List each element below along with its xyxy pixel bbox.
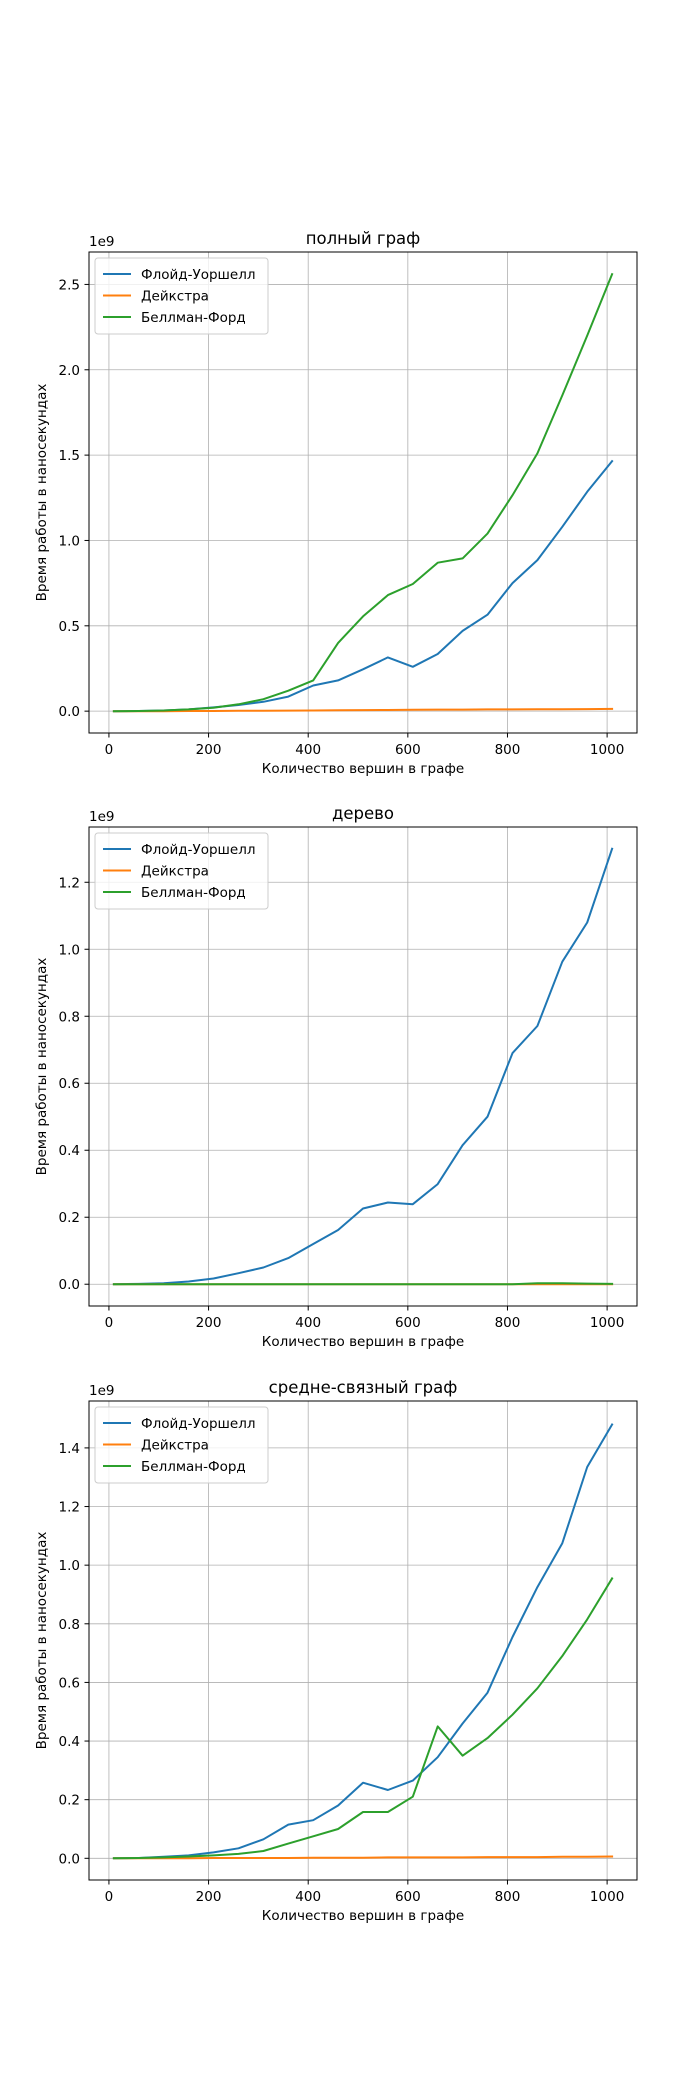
x-axis-label: Количество вершин в графе [262,1334,464,1350]
x-tick-label: 600 [395,1315,421,1331]
x-tick-label: 1000 [590,1889,624,1905]
legend-box [94,1406,269,1484]
y-exponent-label: 1e9 [89,1383,114,1399]
axes-frame [88,826,638,1307]
y-tick-label: 0.2 [59,1210,80,1226]
y-axis-label: Время работы в наносекундах [34,958,50,1176]
chart-2: 0 200 400 600 800 1000 0.0 0.2 0.4 0.6 0.8 1.0 1.2 1e… [34,804,638,1350]
series-line-3 [112,1282,614,1286]
y-tick-label: 0.0 [59,704,80,720]
y-axis-label: Время работы в наносекундах [34,1532,50,1750]
series-line-1 [112,847,614,1286]
legend-label-1: Флойд-Уоршелл [141,842,255,858]
x-tick-label: 200 [196,1889,222,1905]
y-tick-label: 1.4 [59,1441,80,1457]
y-tick-label: 0.6 [59,1076,80,1092]
x-tick-label: 200 [196,1315,222,1331]
legend-label-2: Дейкстра [141,289,209,305]
legend: Флойд-Уоршелл Дейкстра Беллман-Форд [94,832,269,910]
legend-label-3: Беллман-Форд [141,1459,246,1475]
legend-box [94,832,269,910]
y-tick-label: 0.5 [59,619,80,635]
x-tick-label: 0 [105,1889,114,1905]
x-tick-label: 400 [295,1315,321,1331]
y-tick-label: 0.4 [59,1143,80,1159]
x-tick-label: 0 [105,742,114,758]
legend-label-2: Дейкстра [141,864,209,880]
x-tick-label: 800 [495,742,521,758]
series-line-3 [112,1577,614,1860]
series-line-2 [112,707,614,713]
y-tick-label: 2.5 [59,277,80,293]
legend-label-3: Беллман-Форд [141,885,246,901]
legend: Флойд-Уоршелл Дейкстра Беллман-Форд [94,1406,269,1484]
legend-label-1: Флойд-Уоршелл [141,1416,255,1432]
y-axis-label: Время работы в наносекундах [34,384,50,602]
axes-frame [88,251,638,734]
y-tick-label: 1.2 [59,875,80,891]
y-tick-label: 0.8 [59,1009,80,1025]
x-tick-label: 400 [295,742,321,758]
x-tick-label: 0 [105,1315,114,1331]
y-tick-label: 1.0 [59,1558,80,1574]
axes-frame [88,1400,638,1881]
chart-title: средне-связный граф [269,1378,458,1397]
legend-box [94,257,269,335]
y-exponent-label: 1e9 [89,809,114,825]
x-tick-label: 400 [295,1889,321,1905]
y-tick-label: 0.4 [59,1734,80,1750]
x-tick-label: 200 [196,742,222,758]
y-tick-label: 0.6 [59,1675,80,1691]
y-tick-label: 0.8 [59,1617,80,1633]
y-tick-label: 1.5 [59,448,80,464]
y-tick-label: 1.0 [59,533,80,549]
legend-label-1: Флойд-Уоршелл [141,267,255,283]
legend: Флойд-Уоршелл Дейкстра Беллман-Форд [94,257,269,335]
x-tick-label: 800 [495,1889,521,1905]
y-tick-label: 0.2 [59,1793,80,1809]
chart-title: полный граф [306,229,421,248]
chart-1: 0 200 400 600 800 1000 0.0 0.5 1.0 1.5 2.0 2.5 1e9 по… [34,229,638,777]
series-line-1 [112,1423,614,1860]
series-line-1 [112,459,614,713]
x-tick-label: 600 [395,1889,421,1905]
series-line-2 [112,1855,614,1860]
series-line-3 [112,272,614,713]
x-tick-label: 1000 [590,742,624,758]
y-tick-label: 1.0 [59,942,80,958]
y-tick-label: 1.2 [59,1500,80,1516]
y-tick-label: 0.0 [59,1277,80,1293]
y-tick-label: 0.0 [59,1851,80,1867]
x-axis-label: Количество вершин в графе [262,1908,464,1924]
legend-label-3: Беллман-Форд [141,310,246,326]
chart-3: 0 200 400 600 800 1000 0.0 0.2 0.4 0.6 0.8 1.0 1.2 1.… [34,1378,638,1924]
x-tick-label: 1000 [590,1315,624,1331]
chart-title: дерево [332,804,394,823]
x-axis-label: Количество вершин в графе [262,761,464,777]
x-tick-label: 800 [495,1315,521,1331]
legend-label-2: Дейкстра [141,1438,209,1454]
y-tick-label: 2.0 [59,363,80,379]
y-exponent-label: 1e9 [89,234,114,250]
x-tick-label: 600 [395,742,421,758]
